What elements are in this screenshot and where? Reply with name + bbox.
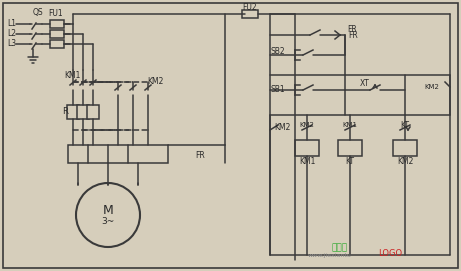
- Text: KM1: KM1: [343, 122, 357, 128]
- Text: KM2: KM2: [147, 78, 163, 86]
- Bar: [295, 140, 319, 156]
- Text: KT: KT: [401, 121, 409, 130]
- Text: www.jiexiantu: www.jiexiantu: [308, 253, 352, 259]
- Text: FR: FR: [195, 150, 205, 160]
- Text: KM2: KM2: [397, 157, 413, 166]
- Bar: [87, 105, 99, 119]
- Text: R: R: [62, 108, 68, 117]
- Text: M: M: [103, 204, 113, 217]
- Bar: [338, 140, 362, 156]
- Text: FU2: FU2: [242, 4, 257, 12]
- Bar: [393, 140, 417, 156]
- Text: 3~: 3~: [101, 218, 115, 227]
- Bar: [242, 10, 258, 18]
- Bar: [77, 105, 89, 119]
- Text: QS: QS: [33, 8, 43, 18]
- Text: FU1: FU1: [49, 8, 63, 18]
- Text: FR: FR: [347, 25, 357, 34]
- Text: KM2: KM2: [425, 84, 439, 90]
- Bar: [50, 20, 64, 28]
- Text: KM1: KM1: [64, 70, 80, 79]
- Bar: [68, 145, 168, 163]
- Text: LOGO: LOGO: [378, 250, 402, 259]
- Text: XT: XT: [360, 79, 370, 89]
- Text: SB1: SB1: [271, 85, 285, 95]
- Text: KM2: KM2: [274, 124, 290, 133]
- Text: L1: L1: [7, 20, 17, 28]
- Bar: [50, 30, 64, 38]
- Text: KT: KT: [345, 157, 355, 166]
- Text: SB2: SB2: [271, 47, 285, 56]
- Circle shape: [76, 183, 140, 247]
- Text: KM1: KM1: [299, 157, 315, 166]
- Bar: [67, 105, 79, 119]
- Text: L3: L3: [7, 40, 17, 49]
- Text: 接线图: 接线图: [332, 244, 348, 253]
- Bar: [50, 40, 64, 48]
- Text: KM2: KM2: [300, 122, 314, 128]
- Text: L2: L2: [7, 30, 17, 38]
- Text: FR: FR: [348, 31, 358, 40]
